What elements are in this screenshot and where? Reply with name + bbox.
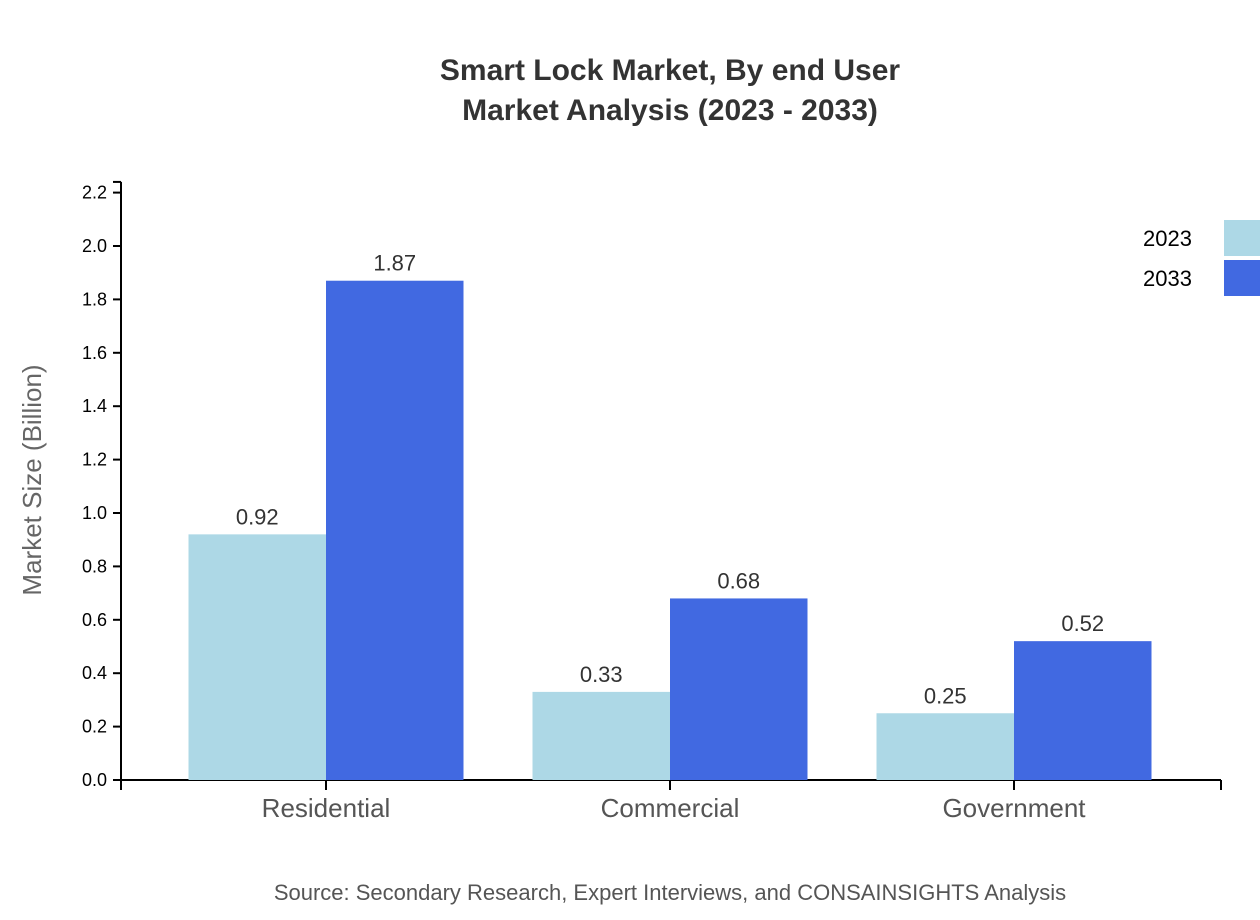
y-tick-label: 2.0 — [82, 236, 107, 256]
legend-swatch — [1224, 260, 1260, 296]
bar-2023-commercial — [532, 691, 670, 780]
bar-2033-commercial — [670, 598, 808, 780]
x-tick-label: Residential — [262, 793, 391, 823]
y-tick-label: 1.4 — [82, 396, 107, 416]
y-tick-label: 0.8 — [82, 556, 107, 576]
y-tick-label: 0.0 — [82, 770, 107, 790]
y-tick-label: 0.4 — [82, 663, 107, 683]
y-tick-label: 0.2 — [82, 717, 107, 737]
chart-title: Smart Lock Market, By end User — [440, 54, 900, 87]
chart-subtitle: Market Analysis (2023 - 2033) — [462, 94, 878, 127]
y-tick-label: 1.2 — [82, 450, 107, 470]
legend-label: 2023 — [1143, 226, 1192, 251]
data-label: 0.33 — [580, 662, 623, 687]
data-label: 0.68 — [717, 568, 760, 593]
data-label: 0.92 — [236, 504, 279, 529]
data-label: 1.87 — [373, 251, 416, 276]
bar-2033-government — [1014, 641, 1152, 780]
legend-label: 2033 — [1143, 266, 1192, 291]
y-tick-label: 0.6 — [82, 610, 107, 630]
data-label: 0.52 — [1061, 611, 1104, 636]
data-label: 0.25 — [924, 683, 967, 708]
y-axis-label: Market Size (Billion) — [17, 364, 47, 595]
y-tick-label: 2.2 — [82, 183, 107, 203]
x-tick-label: Government — [942, 793, 1086, 823]
y-tick-label: 1.0 — [82, 503, 107, 523]
bar-2023-government — [876, 713, 1014, 780]
x-tick-label: Commercial — [601, 793, 740, 823]
bar-2033-residential — [326, 280, 464, 780]
y-tick-label: 1.8 — [82, 289, 107, 309]
legend-swatch — [1224, 220, 1260, 256]
y-tick-label: 1.6 — [82, 343, 107, 363]
bar-2023-residential — [188, 534, 326, 780]
source-note: Source: Secondary Research, Expert Inter… — [274, 880, 1066, 905]
